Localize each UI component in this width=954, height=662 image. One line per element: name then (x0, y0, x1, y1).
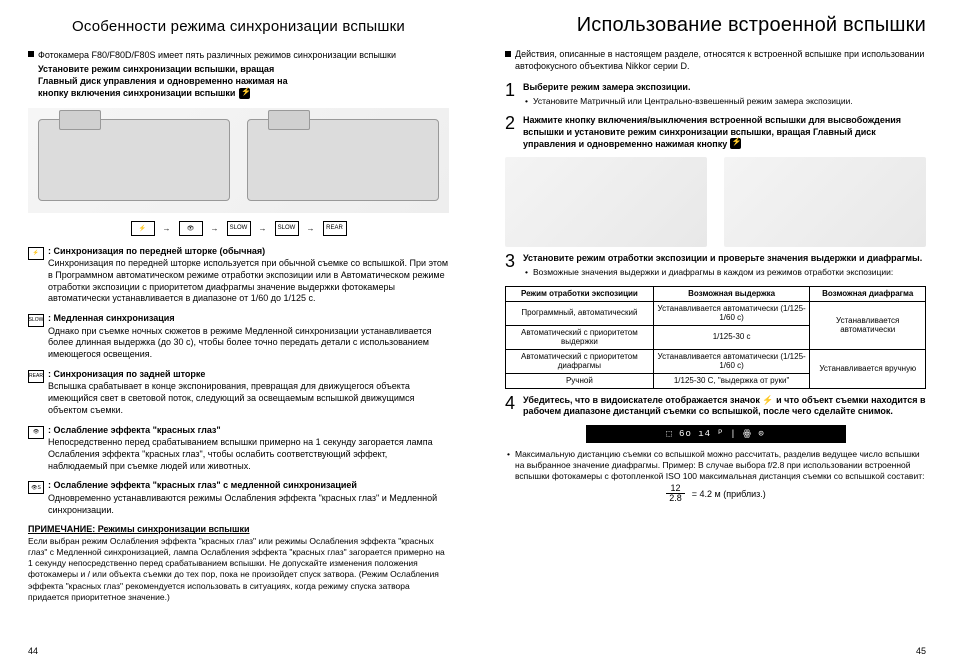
intro-bold-3: кнопку включения синхронизации вспышки (38, 87, 235, 99)
intro-line: Фотокамера F80/F80D/F80S имеет пять разл… (38, 49, 396, 61)
square-bullet-icon (505, 51, 511, 57)
intro-bold-2: Главный диск управления и одновременно н… (28, 75, 449, 87)
step-number: 2 (505, 112, 523, 151)
intro-bold-1: Установите режим синхронизации вспышки, … (28, 63, 449, 75)
mode-box: SLOW (275, 221, 299, 236)
table-cell: Ручной (506, 374, 654, 389)
step-number: 1 (505, 79, 523, 109)
step-title: Нажмите кнопку включения/выключения встр… (523, 115, 901, 149)
step-title: Убедитесь, что в видоискателе отображает… (523, 395, 926, 418)
flash-icon (730, 138, 741, 149)
table-header-row: Режим отработки экспозиции Возможная выд… (506, 286, 926, 301)
sync-body: Одновременно устанавливаются режимы Осла… (48, 493, 449, 516)
table-row: Автоматический с приоритетом диафрагмы У… (506, 349, 926, 373)
table-cell: Устанавливается автоматически (1/125-1/6… (653, 349, 810, 373)
camera-illustration (724, 157, 926, 247)
square-bullet-icon (28, 51, 34, 57)
page-number: 44 (28, 646, 38, 656)
arrow-icon: → (163, 224, 171, 233)
table-cell: Программный, автоматический (506, 301, 654, 325)
table-cell: Автоматический с приоритетом выдержки (506, 325, 654, 349)
viewfinder-display: ⬚ 6o ı4 ᴾ | ꙮ ⊙ (586, 425, 846, 443)
sync-body: Непосредственно перед срабатыванием вспы… (48, 437, 449, 472)
right-heading: Использование встроенной вспышки (505, 14, 926, 37)
sync-section-front: ⚡ : Синхронизация по передней шторке (об… (28, 246, 449, 305)
note-body: Если выбран режим Ослабления эффекта "кр… (28, 536, 449, 602)
step-3: 3 Установите режим отработки экспозиции … (505, 253, 926, 280)
mode-cycle: ⚡ → 👁 → SLOW → SLOW → REAR (28, 221, 449, 236)
left-intro: Фотокамера F80/F80D/F80S имеет пять разл… (28, 49, 449, 100)
sync-mode-icon: REAR (28, 370, 44, 383)
table-header: Режим отработки экспозиции (506, 286, 654, 301)
page-number: 45 (916, 646, 926, 656)
step-title: Выберите режим замера экспозиции. (523, 82, 926, 94)
camera-diagram (28, 108, 449, 213)
sync-title: : Синхронизация по задней шторке (48, 369, 449, 381)
sync-section-redeye-slow: 👁S : Ослабление эффекта "красных глаз" с… (28, 480, 449, 516)
table-cell: Устанавливается автоматически (810, 301, 926, 349)
formula-result: = 4.2 м (приблиз.) (692, 489, 766, 499)
right-page: Использование встроенной вспышки Действи… (477, 0, 954, 662)
sync-section-rear: REAR : Синхронизация по задней шторке Вс… (28, 369, 449, 417)
table-cell: Автоматический с приоритетом диафрагмы (506, 349, 654, 373)
sync-title: : Ослабление эффекта "красных глаз" (48, 425, 449, 437)
camera-pair-diagram (505, 157, 926, 247)
table-cell: 1/125-30 с (653, 325, 810, 349)
fraction: 12 2.8 (665, 484, 686, 503)
table-cell: Устанавливается вручную (810, 349, 926, 388)
sync-title: : Синхронизация по передней шторке (обыч… (48, 246, 449, 258)
left-page: Особенности режима синхронизации вспышки… (0, 0, 477, 662)
step-number: 4 (505, 392, 523, 419)
mode-box: SLOW (227, 221, 251, 236)
table-header: Возможная диафрагма (810, 286, 926, 301)
arrow-icon: → (259, 224, 267, 233)
step-4: 4 Убедитесь, что в видоискателе отобража… (505, 395, 926, 419)
step-note: Возможные значения выдержки и диафрагмы … (533, 267, 926, 278)
step-1: 1 Выберите режим замера экспозиции. Уста… (505, 82, 926, 109)
distance-formula: 12 2.8 = 4.2 м (приблиз.) (505, 484, 926, 503)
sync-mode-icon: SLOW (28, 314, 44, 327)
step-number: 3 (505, 250, 523, 280)
bottom-note: Максимальную дистанцию съемки со вспышко… (515, 449, 926, 482)
mode-box: REAR (323, 221, 347, 236)
step-2: 2 Нажмите кнопку включения/выключения вс… (505, 115, 926, 151)
sync-mode-icon: 👁S (28, 481, 44, 494)
left-heading: Особенности режима синхронизации вспышки (28, 18, 449, 35)
table-header: Возможная выдержка (653, 286, 810, 301)
sync-section-slow: SLOW : Медленная синхронизация Однако пр… (28, 313, 449, 361)
camera-back-illustration (38, 119, 230, 201)
sync-body: Вспышка срабатывает в конце экспонирован… (48, 381, 449, 416)
sync-title: : Ослабление эффекта "красных глаз" с ме… (48, 480, 449, 492)
table-cell: Устанавливается автоматически (1/125-1/6… (653, 301, 810, 325)
sync-section-redeye: 👁 : Ослабление эффекта "красных глаз" Не… (28, 425, 449, 473)
flash-icon (239, 88, 250, 99)
arrow-icon: → (211, 224, 219, 233)
exposure-table: Режим отработки экспозиции Возможная выд… (505, 286, 926, 389)
sync-body: Однако при съемке ночных сюжетов в режим… (48, 326, 449, 361)
camera-illustration (505, 157, 707, 247)
step-note: Установите Матричный или Центрально-взве… (533, 96, 926, 107)
note-title: ПРИМЕЧАНИЕ: Режимы синхронизации вспышки (28, 524, 449, 534)
step-title: Установите режим отработки экспозиции и … (523, 253, 926, 265)
mode-box: 👁 (179, 221, 203, 236)
table-row: Программный, автоматический Устанавливае… (506, 301, 926, 325)
frac-bot: 2.8 (665, 494, 686, 503)
arrow-icon: → (307, 224, 315, 233)
sync-mode-icon: 👁 (28, 426, 44, 439)
sync-body: Синхронизация по передней шторке использ… (48, 258, 449, 305)
table-cell: 1/125-30 С, "выдержка от руки" (653, 374, 810, 389)
mode-box: ⚡ (131, 221, 155, 236)
camera-back-illustration (247, 119, 439, 201)
sync-mode-icon: ⚡ (28, 247, 44, 260)
sync-title: : Медленная синхронизация (48, 313, 449, 325)
right-intro: Действия, описанные в настоящем разделе,… (515, 49, 926, 72)
